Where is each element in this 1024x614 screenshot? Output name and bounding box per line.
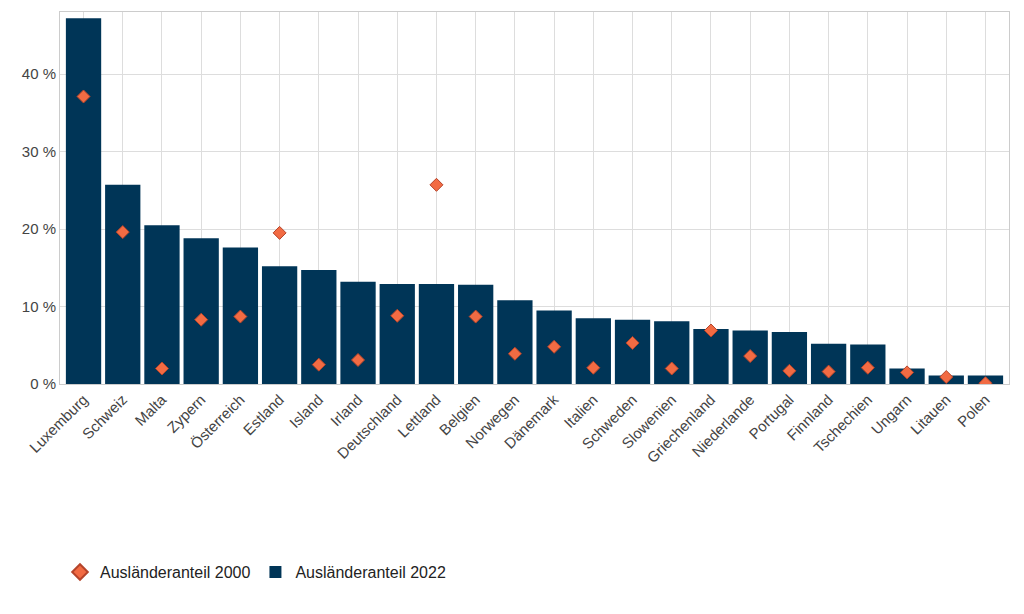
svg-text:Zypern: Zypern [164,391,209,436]
svg-text:Luxemburg: Luxemburg [26,391,91,456]
svg-text:Schweiz: Schweiz [79,391,131,443]
svg-text:Deutschland: Deutschland [334,391,405,462]
svg-text:0 %: 0 % [30,375,56,392]
svg-text:Malta: Malta [131,390,169,428]
svg-text:Dänemark: Dänemark [501,391,562,452]
svg-text:Schweden: Schweden [578,391,640,453]
svg-text:30 %: 30 % [22,143,56,160]
svg-text:Ausländeranteil 2022: Ausländeranteil 2022 [295,564,445,581]
svg-text:20 %: 20 % [22,220,56,237]
svg-text:Lettland: Lettland [394,391,444,441]
svg-text:Italien: Italien [560,391,600,431]
svg-text:Island: Island [286,391,326,431]
svg-text:Griechenland: Griechenland [643,391,718,466]
svg-text:40 %: 40 % [22,65,56,82]
svg-text:Ungarn: Ungarn [868,391,915,438]
svg-text:Ausländeranteil 2000: Ausländeranteil 2000 [100,564,250,581]
svg-text:Niederlande: Niederlande [688,391,757,460]
svg-text:Litauen: Litauen [907,391,954,438]
svg-text:Estland: Estland [240,391,287,438]
svg-text:Portugal: Portugal [745,391,797,443]
svg-text:10 %: 10 % [22,298,56,315]
svg-text:Tschechien: Tschechien [810,391,875,456]
svg-text:Slowenien: Slowenien [618,391,679,452]
svg-text:Polen: Polen [954,391,993,430]
svg-text:Österreich: Österreich [187,391,248,452]
svg-text:Belgien: Belgien [436,391,483,438]
svg-text:Norwegen: Norwegen [462,391,522,451]
svg-text:Irland: Irland [327,391,366,430]
svg-text:Finnland: Finnland [783,391,836,444]
